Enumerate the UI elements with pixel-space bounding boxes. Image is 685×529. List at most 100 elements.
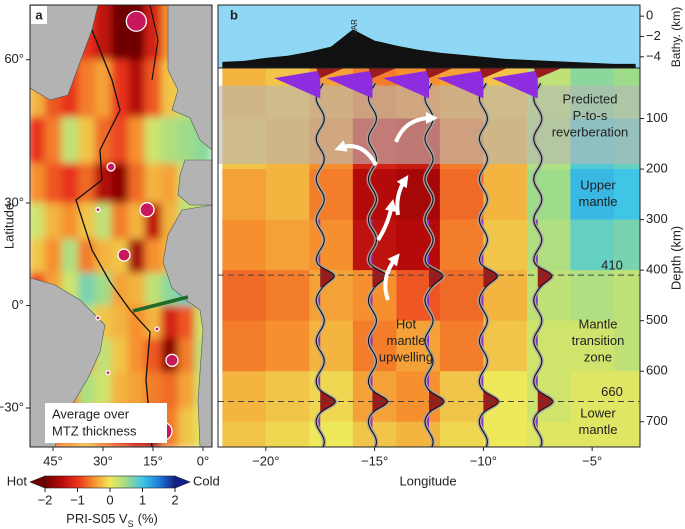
section-annotation: Predicted xyxy=(563,91,618,106)
tomography-cell xyxy=(94,163,112,204)
map-area xyxy=(30,5,212,447)
tomography-cell xyxy=(570,320,615,372)
colorbar-label: PRI-S05 VS (%) xyxy=(66,511,158,529)
tomography-cell xyxy=(111,305,129,339)
tomography-cell xyxy=(94,116,112,164)
colorbar-tick-label: 1 xyxy=(139,492,146,507)
tomography-cell xyxy=(222,169,267,221)
tomography-cell xyxy=(178,371,196,409)
plate-boundary xyxy=(149,5,159,81)
tomography-cell xyxy=(78,59,96,118)
hotspot xyxy=(95,315,101,321)
map-frame xyxy=(29,4,213,448)
tomography-cell xyxy=(78,163,96,204)
colorbar-extend-low xyxy=(29,475,46,489)
tomography-cell xyxy=(161,371,179,409)
colorbar-high-label: Cold xyxy=(193,473,220,488)
tomography-cell xyxy=(570,421,615,447)
x-tick-label: −5° xyxy=(582,453,602,468)
hotspot xyxy=(117,248,131,262)
tomography-cell xyxy=(44,163,62,204)
map-annotation: MTZ thickness xyxy=(52,423,137,438)
annotation-box xyxy=(45,403,167,443)
y-tick-label: 100 xyxy=(646,110,668,125)
trace-top-negative xyxy=(383,70,429,99)
trace-top-positive xyxy=(479,68,508,79)
tomography-cell xyxy=(439,421,484,447)
tomography-cell xyxy=(128,305,146,339)
hotspot xyxy=(106,162,116,172)
tomography-cell xyxy=(265,219,310,271)
trace xyxy=(367,82,388,447)
section-area xyxy=(218,68,640,447)
section-annotation: zone xyxy=(584,349,612,364)
tomography-cell xyxy=(144,305,162,339)
tomography-cell xyxy=(94,238,112,274)
tomography-cell xyxy=(78,272,96,307)
tomography-cell xyxy=(111,202,129,240)
tomography-cell xyxy=(439,219,484,271)
tomography-cell xyxy=(144,163,162,204)
tomography-cell xyxy=(94,371,112,409)
y2-axis-label: Bathy. (km) xyxy=(669,7,683,67)
discontinuity-label: 660 xyxy=(601,384,623,399)
tomography-cell xyxy=(94,59,112,118)
tomography-cell xyxy=(128,163,146,204)
section-annotation: mantle xyxy=(578,194,617,209)
tomography-cell xyxy=(61,238,79,274)
colorbar-extend-high xyxy=(174,475,191,489)
tomography-cell xyxy=(439,270,484,322)
colorbar-label-main: PRI-S05 V xyxy=(66,511,128,526)
ridge xyxy=(75,29,153,447)
tomography-cell xyxy=(144,272,162,307)
trace xyxy=(533,82,554,447)
trace-top-negative xyxy=(274,70,321,99)
panel-label-box xyxy=(31,6,47,24)
tomography-cell xyxy=(61,202,79,240)
y-tick-label: 500 xyxy=(646,312,668,327)
tomography-cell xyxy=(265,320,310,372)
trace-lobe xyxy=(427,219,429,442)
y-axis-label: Latitude xyxy=(1,203,16,249)
y2-tick-label: −2 xyxy=(646,28,661,43)
tomography-cell xyxy=(570,169,615,221)
tomography-cell xyxy=(613,169,640,221)
tomography-cell xyxy=(144,116,162,164)
section-annotation: P-to-s xyxy=(573,108,608,123)
hotspot xyxy=(154,326,160,332)
tomography-cell xyxy=(613,219,640,271)
section-annotation: Upper xyxy=(580,177,616,192)
y-tick-label: 0° xyxy=(12,297,24,312)
x-tick-label: −15° xyxy=(361,453,388,468)
ridge-label: MAR xyxy=(350,19,359,37)
tomography-cell xyxy=(144,59,162,118)
tomography-cell xyxy=(128,272,146,307)
profile-location xyxy=(132,295,189,313)
tomography-cell xyxy=(30,202,46,240)
tomography-cell xyxy=(483,169,528,221)
y2-tick-label: −4 xyxy=(646,48,661,63)
colorbar-tick-label: 0 xyxy=(106,492,113,507)
tomography-cell xyxy=(613,270,640,322)
y-tick-label: 600 xyxy=(646,363,668,378)
trace-lobe xyxy=(535,219,538,442)
hotspot xyxy=(125,10,147,32)
tomography-cell xyxy=(30,163,46,204)
tomography-cell xyxy=(144,371,162,409)
tomography-cell xyxy=(111,116,129,164)
trace-lobe xyxy=(370,219,373,442)
colorbar-low-label: Hot xyxy=(7,473,28,488)
tomography-cell xyxy=(178,338,196,373)
hotspot xyxy=(139,202,155,218)
section-annotation: reverberation xyxy=(552,124,629,139)
tomography-cell xyxy=(144,238,162,274)
trace-lobe xyxy=(481,219,484,442)
tomography-cell xyxy=(78,238,96,274)
map-annotation: Average over xyxy=(52,406,130,421)
y2-tick-label: 0 xyxy=(646,8,653,23)
y-axis-label: Depth (km) xyxy=(668,226,683,290)
colorbar-label-sub: S xyxy=(128,519,134,529)
colorbar xyxy=(44,475,176,489)
x-tick-label: −20° xyxy=(252,453,279,468)
colorbar-tick-label: −1 xyxy=(70,492,85,507)
